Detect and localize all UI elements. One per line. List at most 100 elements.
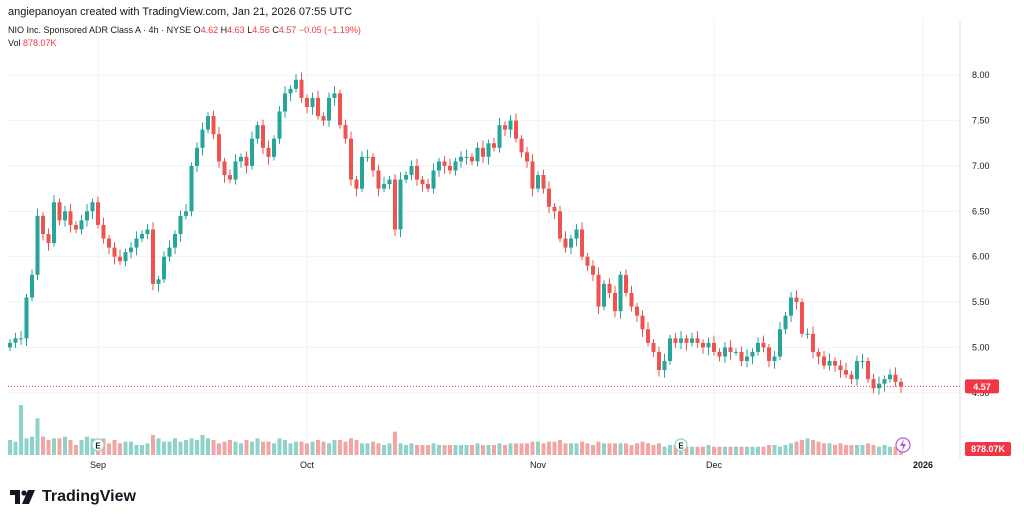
volume-bar xyxy=(734,446,738,455)
open-value: 4.62 xyxy=(200,25,219,35)
volume-bar xyxy=(860,445,865,455)
volume-bar xyxy=(327,443,331,455)
candle-body xyxy=(459,156,463,162)
candle-body xyxy=(596,274,601,307)
earnings-marker-label: E xyxy=(95,442,101,451)
volume-bar xyxy=(46,440,51,455)
candle-body xyxy=(134,238,139,248)
x-tick-label: 2026 xyxy=(913,460,933,470)
volume-bar xyxy=(503,445,507,455)
candle-body xyxy=(783,315,788,330)
tradingview-logo[interactable]: TradingView xyxy=(10,488,136,506)
candle-body xyxy=(690,338,694,343)
volume-bar xyxy=(409,443,414,455)
volume-bar xyxy=(833,445,837,455)
volume-bar xyxy=(437,445,441,455)
news-flash-bolt xyxy=(900,439,906,451)
volume-bar xyxy=(189,438,194,455)
candle-body xyxy=(200,129,205,148)
candle-body xyxy=(371,156,375,171)
volume-bar xyxy=(57,438,62,455)
volume-bar xyxy=(360,443,364,455)
volume-bar xyxy=(849,445,854,455)
candle-body xyxy=(558,211,562,239)
volume-bar xyxy=(844,445,848,455)
volume-bar xyxy=(728,446,733,455)
candle-body xyxy=(277,111,282,139)
candle-body xyxy=(635,306,639,316)
candle-body xyxy=(420,179,425,185)
volume-bar xyxy=(371,441,375,455)
volume-bar xyxy=(695,446,700,455)
candle-body xyxy=(162,256,166,280)
candle-body xyxy=(541,175,546,189)
volume-bar xyxy=(233,441,238,455)
volume-bar xyxy=(35,418,40,455)
volume-bar xyxy=(305,443,309,455)
volume-bar xyxy=(563,443,568,455)
volume-bar xyxy=(387,443,392,455)
volume-bar xyxy=(294,441,298,455)
x-tick-label: Sep xyxy=(90,460,106,470)
candle-body xyxy=(41,215,45,234)
candle-body xyxy=(486,143,491,157)
candle-body xyxy=(332,93,337,98)
volume-bar xyxy=(893,446,898,455)
volume-bar xyxy=(184,440,188,455)
candle-body xyxy=(79,220,84,230)
candle-body xyxy=(338,93,342,126)
candle-body xyxy=(178,215,183,234)
candle-body xyxy=(63,211,67,221)
candle-body xyxy=(189,165,194,212)
candle-body xyxy=(112,247,117,257)
candle-body xyxy=(453,161,458,171)
candle-body xyxy=(580,229,584,257)
candle-body xyxy=(822,356,826,366)
candle-body xyxy=(849,374,854,380)
candle-body xyxy=(255,125,260,139)
candle-body xyxy=(602,283,606,307)
candle-body xyxy=(118,256,122,262)
volume-bar xyxy=(690,446,694,455)
tradingview-brand: TradingView xyxy=(42,488,136,505)
candle-body xyxy=(46,234,51,244)
candle-body xyxy=(728,347,733,352)
candle-body xyxy=(343,125,348,139)
candle-body xyxy=(35,215,40,275)
candle-body xyxy=(195,147,199,166)
candle-body xyxy=(442,161,447,166)
volume-bar xyxy=(646,443,650,455)
volume-bar xyxy=(107,443,111,455)
candle-body xyxy=(794,297,799,303)
candle-body xyxy=(90,202,95,212)
candle-body xyxy=(85,211,89,221)
candle-body xyxy=(662,361,667,371)
candle-body xyxy=(684,338,689,343)
volume-bar xyxy=(778,446,782,455)
symbol-legend: NIO Inc. Sponsored ADR Class A · 4h · NY… xyxy=(8,25,361,35)
volume-bar xyxy=(745,446,749,455)
change-value: −0.05 (−1.19%) xyxy=(298,25,361,35)
volume-bar xyxy=(255,438,260,455)
volume-bar xyxy=(888,446,892,455)
candle-body xyxy=(173,234,177,248)
candle-body xyxy=(613,292,617,312)
volume-bar xyxy=(448,445,452,455)
volume-bar xyxy=(211,440,216,455)
tradingview-logo-icon xyxy=(10,490,35,504)
candle-body xyxy=(244,156,249,166)
candle-body xyxy=(882,379,887,384)
candle-body xyxy=(294,79,298,89)
candle-body xyxy=(437,161,441,171)
candle-body xyxy=(497,125,502,148)
volume-bar xyxy=(63,436,67,455)
volume-bar xyxy=(481,445,485,455)
volume-bar xyxy=(816,441,821,455)
candle-body xyxy=(129,247,133,253)
volume-bar xyxy=(266,441,271,455)
candle-body xyxy=(310,97,315,107)
volume-bar xyxy=(398,443,403,455)
volume-bar xyxy=(492,445,496,455)
high-label: H xyxy=(220,25,228,35)
